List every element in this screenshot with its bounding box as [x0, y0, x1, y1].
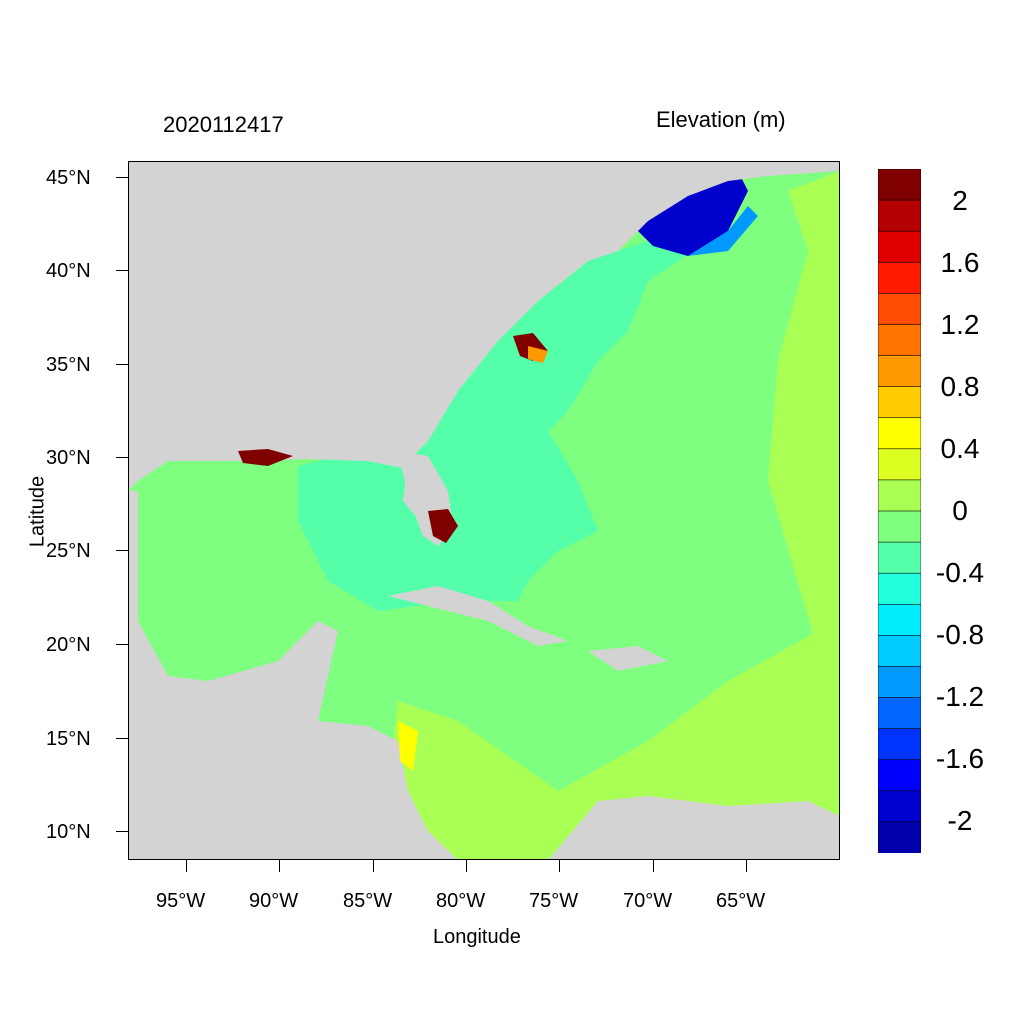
lat-tick-label: 15°N	[46, 728, 91, 750]
lon-tick-mark	[186, 860, 187, 872]
lat-tick-mark	[116, 270, 128, 271]
colorbar-swatch	[878, 479, 921, 512]
lat-tick-label: 10°N	[46, 821, 91, 843]
lon-tick-label: 80°W	[436, 890, 486, 912]
lon-tick-mark	[279, 860, 280, 872]
latitude-axis: 45°N 40°N 35°N 30°N 25°N 20°N 15°N 10°N	[0, 0, 128, 1024]
variable-title: Elevation (m)	[656, 107, 786, 132]
lon-tick-mark	[466, 860, 467, 872]
longitude-axis: 95°W 90°W 85°W 80°W 75°W 70°W 65°W	[128, 860, 840, 920]
land-south-america	[548, 796, 840, 860]
colorbar-swatch	[878, 728, 921, 761]
colorbar-label: -1.2	[935, 681, 985, 712]
colorbar-label: 1.2	[940, 309, 980, 340]
colorbar-label: -0.8	[935, 619, 985, 650]
colorbar-swatch	[878, 355, 921, 388]
colorbar-swatch	[878, 386, 921, 419]
colorbar-swatch	[878, 790, 921, 823]
elevation-map	[128, 161, 840, 860]
lon-tick-label: 85°W	[343, 890, 393, 912]
colorbar-label: -2	[947, 805, 973, 836]
positive-carolina-sounds	[528, 346, 548, 363]
colorbar-label: 0.8	[940, 371, 980, 402]
x-axis-title: Longitude	[433, 926, 521, 948]
lat-tick-label: 25°N	[46, 540, 91, 562]
colorbar-swatch	[878, 541, 921, 574]
colorbar-swatch	[878, 448, 921, 481]
colorbar-label: 0.4	[940, 433, 980, 464]
east-coast-shelf	[298, 241, 708, 611]
lat-tick-label: 20°N	[46, 634, 91, 656]
land-hispaniola	[588, 646, 668, 671]
positive-nicaragua-coast	[398, 721, 418, 771]
colorbar	[878, 169, 921, 853]
colorbar-swatch	[878, 666, 921, 699]
colorbar-swatch	[878, 572, 921, 606]
colorbar-swatch	[878, 603, 921, 637]
lon-tick-mark	[746, 860, 747, 872]
colorbar-label: -0.4	[935, 557, 985, 588]
colorbar-swatch	[878, 261, 921, 295]
lon-tick-mark	[559, 860, 560, 872]
land-cuba	[388, 586, 568, 646]
lat-tick-mark	[116, 457, 128, 458]
colorbar-swatch	[878, 293, 921, 326]
lon-tick-mark	[373, 860, 374, 872]
colorbar-label: 1.6	[940, 247, 980, 278]
surge-louisiana-coast	[238, 449, 293, 466]
colorbar-swatch	[878, 635, 921, 668]
lat-tick-label: 45°N	[46, 167, 91, 189]
lat-tick-mark	[116, 177, 128, 178]
colorbar-swatch	[878, 697, 921, 730]
colorbar-swatch	[878, 199, 921, 232]
lat-tick-label: 40°N	[46, 260, 91, 282]
colorbar-swatch	[878, 510, 921, 543]
lon-tick-label: 65°W	[716, 890, 766, 912]
lat-tick-mark	[116, 831, 128, 832]
lat-tick-label: 30°N	[46, 447, 91, 469]
lon-tick-label: 95°W	[156, 890, 206, 912]
colorbar-swatch	[878, 169, 921, 201]
land-mexico-central-america	[128, 491, 458, 860]
timestamp-title: 2020112417	[163, 112, 284, 137]
surge-florida-southwest	[428, 509, 458, 543]
lon-tick-mark	[653, 860, 654, 872]
lat-tick-mark	[116, 550, 128, 551]
colorbar-label: 0	[952, 495, 968, 526]
colorbar-swatch	[878, 230, 921, 264]
lat-tick-mark	[116, 364, 128, 365]
y-axis-title: Latitude	[26, 475, 49, 548]
map-border	[128, 161, 840, 860]
colorbar-swatch	[878, 759, 921, 792]
atlantic-east-positive	[768, 171, 840, 651]
land-north-america	[128, 161, 840, 541]
colorbar-swatch	[878, 324, 921, 357]
colorbar-swatch	[878, 417, 921, 450]
gulf-of-maine-edge	[688, 206, 758, 256]
colorbar-swatch	[878, 821, 921, 853]
lon-tick-label: 75°W	[529, 890, 579, 912]
lat-tick-mark	[116, 738, 128, 739]
lon-tick-label: 70°W	[623, 890, 673, 912]
lat-tick-label: 35°N	[46, 354, 91, 376]
colorbar-label: 2	[952, 185, 968, 216]
colorbar-label: -1.6	[935, 743, 985, 774]
caribbean-south-positive	[388, 621, 840, 860]
lat-tick-mark	[116, 644, 128, 645]
lon-tick-label: 90°W	[249, 890, 299, 912]
